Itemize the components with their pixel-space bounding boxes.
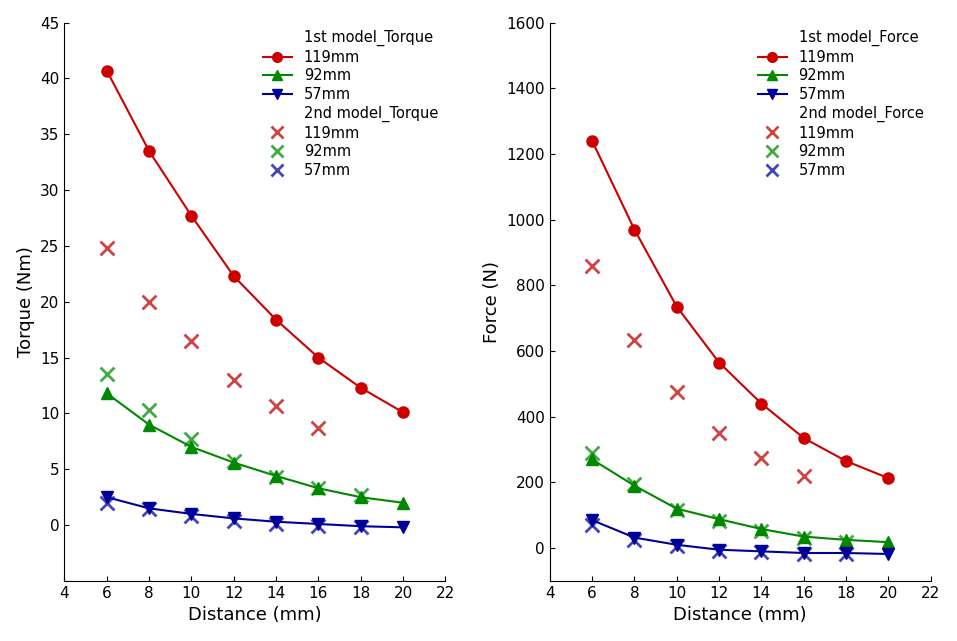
Point — [585, 260, 600, 271]
Point — [711, 516, 726, 526]
X-axis label: Distance (mm): Distance (mm) — [189, 606, 322, 624]
Point — [184, 434, 199, 444]
Point — [353, 522, 368, 533]
Point — [184, 336, 199, 346]
Point — [838, 549, 854, 559]
Point — [796, 470, 812, 481]
Point — [226, 375, 241, 385]
Point — [311, 483, 326, 494]
Point — [754, 547, 769, 557]
Point — [226, 456, 241, 467]
Point — [268, 401, 283, 411]
Point — [754, 453, 769, 463]
Point — [669, 541, 684, 551]
Legend: 1st model_Torque, 119mm, 92mm, 57mm, 2nd model_Torque, 119mm, 92mm, 57mm: 1st model_Torque, 119mm, 92mm, 57mm, 2nd… — [263, 30, 438, 178]
Point — [100, 497, 115, 508]
Point — [585, 447, 600, 458]
Point — [142, 504, 157, 515]
Point — [100, 369, 115, 379]
Point — [711, 545, 726, 556]
Point — [796, 533, 812, 544]
Point — [585, 520, 600, 530]
Point — [184, 511, 199, 521]
Y-axis label: Torque (Nm): Torque (Nm) — [16, 246, 34, 357]
Point — [311, 423, 326, 433]
Point — [627, 479, 642, 489]
Point — [142, 405, 157, 415]
Point — [100, 243, 115, 253]
X-axis label: Distance (mm): Distance (mm) — [674, 606, 807, 624]
Point — [754, 526, 769, 536]
Point — [669, 387, 684, 397]
Point — [353, 490, 368, 500]
Point — [838, 537, 854, 547]
Y-axis label: Force (N): Force (N) — [482, 261, 501, 343]
Point — [669, 505, 684, 515]
Point — [226, 515, 241, 526]
Legend: 1st model_Force, 119mm, 92mm, 57mm, 2nd model_Force, 119mm, 92mm, 57mm: 1st model_Force, 119mm, 92mm, 57mm, 2nd … — [758, 30, 924, 178]
Point — [627, 535, 642, 545]
Point — [711, 428, 726, 438]
Point — [268, 519, 283, 529]
Point — [311, 521, 326, 531]
Point — [627, 335, 642, 345]
Point — [142, 297, 157, 307]
Point — [268, 472, 283, 482]
Point — [796, 549, 812, 559]
